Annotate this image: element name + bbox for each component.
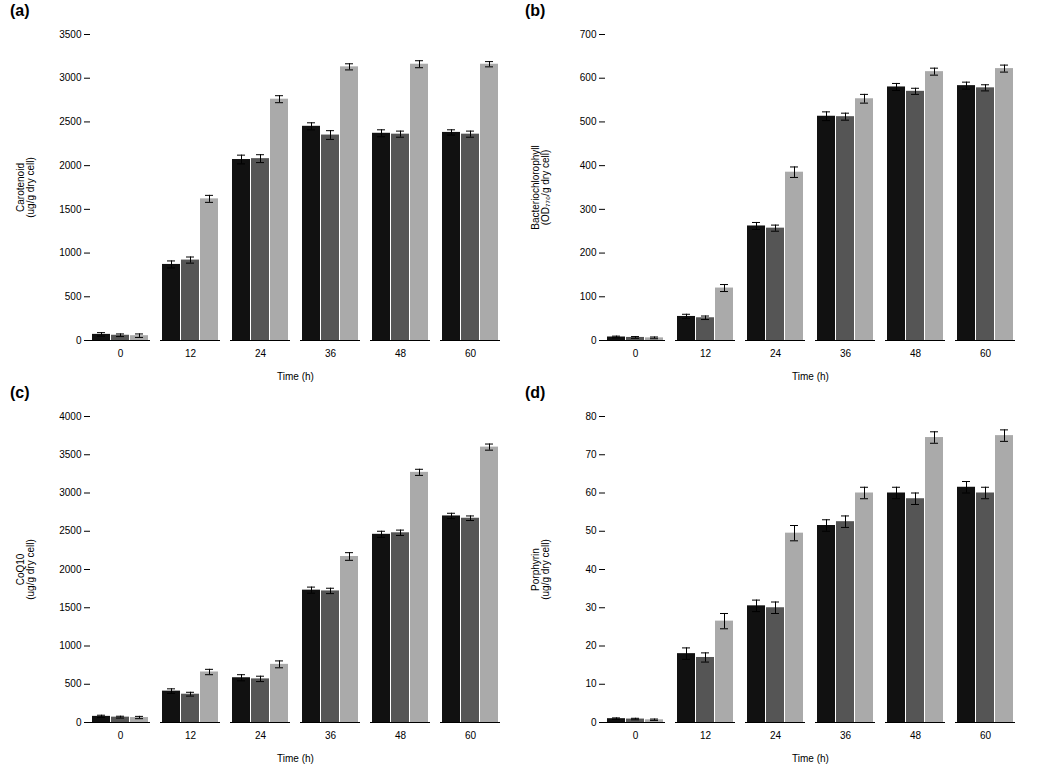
svg-text:Carotenoid(ug/g dry cell): Carotenoid(ug/g dry cell) [15,157,36,218]
svg-text:100: 100 [580,291,597,302]
svg-text:2000: 2000 [59,564,82,575]
svg-text:3000: 3000 [59,487,82,498]
svg-text:200: 200 [580,247,597,258]
svg-text:0: 0 [633,348,639,359]
svg-text:60: 60 [465,730,477,741]
html-text:(d): (d) [525,384,546,401]
svg-text:48: 48 [910,730,922,741]
svg-text:50: 50 [585,525,597,536]
svg-text:60: 60 [465,348,477,359]
html-text:(c): (c) [10,384,30,401]
svg-text:12: 12 [700,730,712,741]
svg-text:500: 500 [65,291,82,302]
svg-text:3500: 3500 [59,449,82,460]
svg-text:70: 70 [585,449,597,460]
svg-text:48: 48 [910,348,922,359]
svg-text:60: 60 [980,730,992,741]
svg-text:48: 48 [395,348,407,359]
svg-text:Porphyrin(ug/g dry cell): Porphyrin(ug/g dry cell) [530,539,551,600]
svg-text:20: 20 [585,640,597,651]
html-text:(b): (b) [525,2,546,19]
svg-text:0: 0 [591,717,597,728]
svg-text:600: 600 [580,72,597,83]
svg-text:400: 400 [580,160,597,171]
svg-text:0: 0 [118,348,124,359]
svg-text:Time (h): Time (h) [792,371,829,382]
svg-text:24: 24 [770,730,782,741]
svg-text:0: 0 [118,730,124,741]
svg-text:48: 48 [395,730,407,741]
svg-text:0: 0 [76,335,82,346]
svg-text:10: 10 [585,678,597,689]
svg-text:12: 12 [185,730,197,741]
svg-text:36: 36 [325,348,337,359]
svg-text:Bacteriochlorophyll(OD₇₇₀/g dr: Bacteriochlorophyll(OD₇₇₀/g dry cell) [530,145,551,230]
svg-text:4000: 4000 [59,411,82,422]
svg-text:60: 60 [980,348,992,359]
svg-text:Time (h): Time (h) [277,371,314,382]
svg-text:36: 36 [840,730,852,741]
svg-text:CoQ10(ug/g dry cell): CoQ10(ug/g dry cell) [15,539,36,600]
svg-text:Time (h): Time (h) [277,753,314,764]
svg-text:40: 40 [585,564,597,575]
svg-text:2000: 2000 [59,160,82,171]
svg-text:24: 24 [770,348,782,359]
svg-text:500: 500 [580,116,597,127]
svg-text:300: 300 [580,204,597,215]
svg-text:700: 700 [580,29,597,40]
svg-text:0: 0 [633,730,639,741]
svg-text:1500: 1500 [59,602,82,613]
svg-text:Time (h): Time (h) [792,753,829,764]
svg-text:24: 24 [255,348,267,359]
svg-text:80: 80 [585,411,597,422]
svg-text:1500: 1500 [59,204,82,215]
svg-text:3500: 3500 [59,29,82,40]
svg-text:2500: 2500 [59,116,82,127]
svg-text:2500: 2500 [59,525,82,536]
svg-text:60: 60 [585,487,597,498]
svg-text:0: 0 [591,335,597,346]
svg-text:24: 24 [255,730,267,741]
svg-text:36: 36 [840,348,852,359]
svg-text:0: 0 [76,717,82,728]
svg-text:1000: 1000 [59,247,82,258]
svg-text:30: 30 [585,602,597,613]
svg-text:12: 12 [700,348,712,359]
svg-text:36: 36 [325,730,337,741]
html-text:(a): (a) [10,2,30,19]
svg-text:12: 12 [185,348,197,359]
svg-text:1000: 1000 [59,640,82,651]
svg-text:500: 500 [65,678,82,689]
svg-text:3000: 3000 [59,72,82,83]
